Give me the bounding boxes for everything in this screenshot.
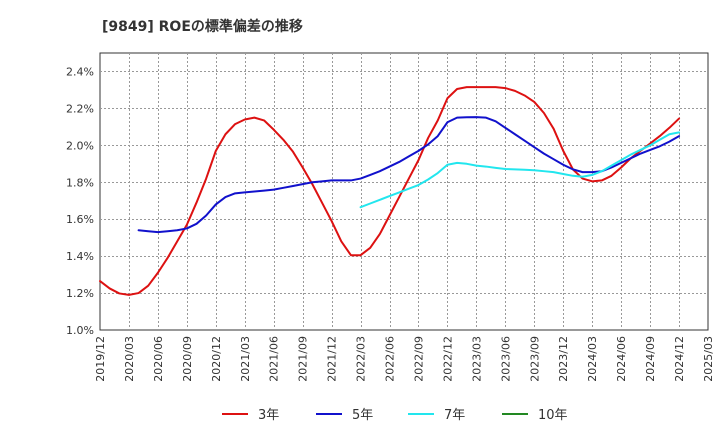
x-tick-label: 2024/12 (673, 336, 686, 382)
legend-label-2: 5年 (352, 408, 373, 423)
x-tick-label: 2025/03 (702, 336, 715, 382)
x-tick-label: 2021/06 (268, 336, 281, 382)
legend: 3年 5年 7年 10年 (222, 408, 568, 423)
series-line-2 (137, 116, 681, 234)
y-axis: 1.0% 1.2% 1.4% 1.6% 1.8% 2.0% 2.2% 2.4% (66, 65, 94, 337)
legend-label-3: 7年 (444, 408, 465, 423)
series-line-1 (99, 86, 681, 296)
x-tick-label: 2022/12 (441, 336, 454, 382)
x-tick-label: 2023/09 (528, 336, 541, 382)
y-tick-label: 2.2% (66, 102, 94, 115)
legend-label-4: 10年 (538, 408, 568, 423)
x-tick-label: 2022/06 (384, 336, 397, 382)
x-tick-label: 2020/03 (123, 336, 136, 382)
x-tick-label: 2024/09 (644, 336, 657, 382)
x-tick-label: 2021/09 (297, 336, 310, 382)
x-tick-label: 2022/03 (355, 336, 368, 382)
y-tick-label: 1.8% (66, 176, 94, 189)
y-tick-label: 1.2% (66, 287, 94, 300)
x-tick-label: 2023/03 (470, 336, 483, 382)
x-tick-label: 2020/09 (181, 336, 194, 382)
legend-label-1: 3年 (258, 408, 279, 423)
series-layer (99, 86, 681, 296)
series-line-3 (359, 131, 681, 209)
y-tick-label: 2.0% (66, 139, 94, 152)
x-tick-label: 2024/03 (586, 336, 599, 382)
y-tick-label: 2.4% (66, 65, 94, 78)
y-tick-label: 1.4% (66, 250, 94, 263)
y-tick-label: 1.6% (66, 213, 94, 226)
x-tick-label: 2023/12 (557, 336, 570, 382)
x-tick-label: 2020/06 (152, 336, 165, 382)
x-tick-label: 2021/12 (326, 336, 339, 382)
y-tick-label: 1.0% (66, 324, 94, 337)
chart-title: [9849] ROEの標準偏差の推移 (102, 18, 303, 35)
x-tick-label: 2024/06 (615, 336, 628, 382)
x-tick-label: 2021/03 (239, 336, 252, 382)
x-tick-label: 2020/12 (210, 336, 223, 382)
x-tick-label: 2022/09 (412, 336, 425, 382)
x-axis: 2019/12 2020/03 2020/06 2020/09 2020/12 2021/… (94, 336, 715, 382)
x-tick-label: 2023/06 (499, 336, 512, 382)
x-tick-label: 2019/12 (94, 336, 107, 382)
